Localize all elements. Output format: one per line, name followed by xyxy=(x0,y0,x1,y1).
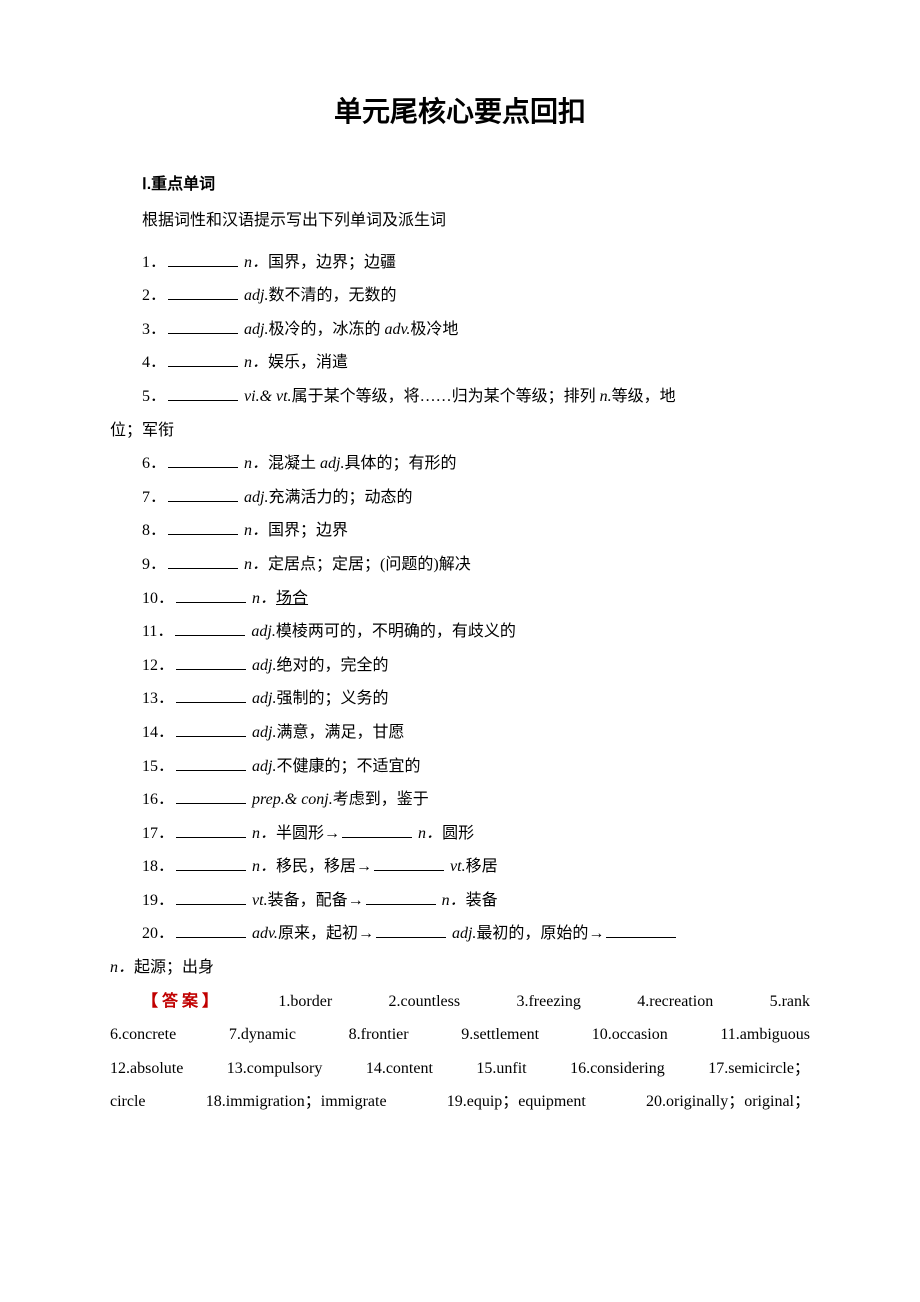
list-item: 11． adj.模棱两可的，不明确的，有歧义的 xyxy=(110,615,810,649)
list-item: 1． n．国界，边界；边疆 xyxy=(110,246,810,280)
list-item: 14． adj.满意，满足，甘愿 xyxy=(110,716,810,750)
answer-token: 15.unfit xyxy=(476,1052,526,1086)
answer-token: 9.settlement xyxy=(461,1018,539,1052)
answer-line: 6.concrete 7.dynamic 8.frontier 9.settlemen… xyxy=(110,1018,810,1052)
list-item-continuation: n．起源；出身 xyxy=(110,951,810,985)
answer-token: 17.semicircle； xyxy=(708,1052,810,1086)
list-item: 12． adj.绝对的，完全的 xyxy=(110,649,810,683)
instruction-text: 根据词性和汉语提示写出下列单词及派生词 xyxy=(110,204,810,238)
list-item: 2． adj.数不清的，无数的 xyxy=(110,279,810,313)
list-item: 5． vi.& vt.属于某个等级，将……归为某个等级；排列 n.等级，地 xyxy=(110,380,810,414)
list-item: 13． adj.强制的；义务的 xyxy=(110,682,810,716)
list-item: 15． adj.不健康的；不适宜的 xyxy=(110,750,810,784)
list-item: 16． prep.& conj.考虑到，鉴于 xyxy=(110,783,810,817)
answer-token: 1.border xyxy=(278,985,332,1019)
answer-token: 18.immigration；immigrate xyxy=(206,1085,387,1119)
answer-token: 5.rank xyxy=(770,985,810,1019)
answer-token: circle xyxy=(110,1085,146,1119)
section-head: Ⅰ.重点单词 xyxy=(110,170,810,194)
list-item: 6． n．混凝土 adj.具体的；有形的 xyxy=(110,447,810,481)
answer-token: 11.ambiguous xyxy=(720,1018,810,1052)
answer-token: 14.content xyxy=(366,1052,433,1086)
answer-token: 3.freezing xyxy=(516,985,580,1019)
list-item: 20． adv.原来，起初→ adj.最初的，原始的→ xyxy=(110,917,810,951)
answer-line: circle 18.immigration；immigrate 19.equip；e… xyxy=(110,1085,810,1119)
answer-token: 7.dynamic xyxy=(229,1018,296,1052)
page-container: 单元尾核心要点回扣 Ⅰ.重点单词 根据词性和汉语提示写出下列单词及派生词 1． … xyxy=(0,0,920,1179)
answer-token: 8.frontier xyxy=(349,1018,409,1052)
list-item: 8． n．国界；边界 xyxy=(110,514,810,548)
answer-token: 12.absolute xyxy=(110,1052,183,1086)
list-item: 7． adj.充满活力的；动态的 xyxy=(110,481,810,515)
items-list: 1． n．国界，边界；边疆2． adj.数不清的，无数的3． adj.极冷的，冰… xyxy=(110,246,810,985)
list-item: 4． n．娱乐，消遣 xyxy=(110,346,810,380)
list-item: 18． n．移民，移居→ vt.移居 xyxy=(110,850,810,884)
answer-token: 20.originally；original； xyxy=(646,1085,810,1119)
list-item-continuation: 位；军衔 xyxy=(110,414,810,448)
list-item: 19． vt.装备，配备→ n．装备 xyxy=(110,884,810,918)
answer-token: 16.considering xyxy=(570,1052,665,1086)
list-item: 17． n．半圆形→ n．圆形 xyxy=(110,817,810,851)
answer-line: 12.absolute 13.compulsory 14.content 15.unf… xyxy=(110,1052,810,1086)
answer-token: 10.occasion xyxy=(592,1018,668,1052)
answer-token: 19.equip；equipment xyxy=(447,1085,586,1119)
answer-token: 2.countless xyxy=(389,985,461,1019)
answers-block: 【答案】1.border2.countless3.freezing4.recre… xyxy=(110,985,810,1119)
answer-token: 4.recreation xyxy=(637,985,713,1019)
answer-token: 6.concrete xyxy=(110,1018,176,1052)
list-item: 9． n．定居点；定居；(问题的)解决 xyxy=(110,548,810,582)
answer-line: 【答案】1.border2.countless3.freezing4.recre… xyxy=(110,985,810,1019)
list-item: 10． n．场合 xyxy=(110,582,810,616)
page-title: 单元尾核心要点回扣 xyxy=(110,90,810,130)
answer-token: 13.compulsory xyxy=(227,1052,323,1086)
list-item: 3． adj.极冷的，冰冻的 adv.极冷地 xyxy=(110,313,810,347)
